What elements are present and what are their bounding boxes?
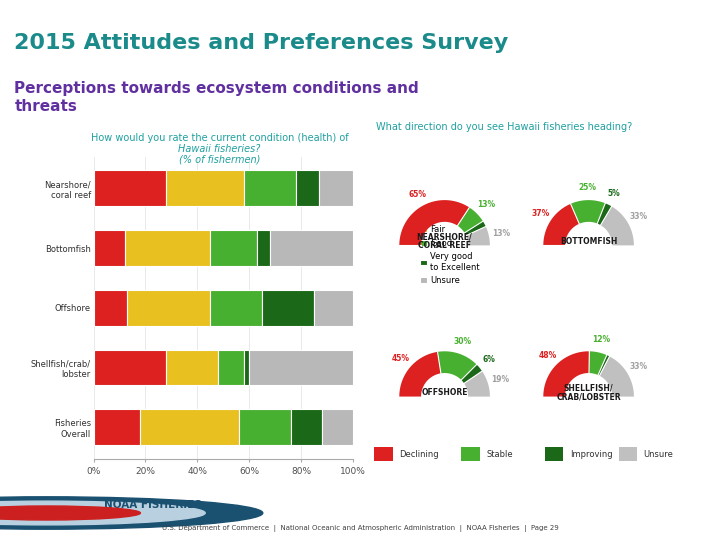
Text: Declining: Declining [400,450,439,458]
Bar [94,230,125,266]
Bar [94,409,140,445]
Text: 12%: 12% [592,335,610,345]
Bar [94,290,127,326]
Bar [618,447,637,461]
Circle shape [0,506,140,520]
Bar [244,170,296,206]
Text: Stable: Stable [486,450,513,458]
Bar [374,447,392,461]
Bar [218,349,244,386]
Bar [210,230,257,266]
Text: 45%: 45% [392,354,410,363]
Bar [270,230,353,266]
Polygon shape [464,371,490,396]
Bar [94,349,166,386]
Text: 2015 Attitudes and Preferences Survey: 2015 Attitudes and Preferences Survey [14,33,508,53]
Text: 30%: 30% [454,337,472,346]
Text: How would you rate the current condition (health) of: How would you rate the current condition… [91,133,348,143]
Text: 37%: 37% [531,209,549,218]
Text: Hawaii fisheries?: Hawaii fisheries? [179,144,261,154]
Polygon shape [600,206,634,245]
Bar [291,409,322,445]
Polygon shape [400,200,469,245]
Text: Perceptions towards ecosystem conditions and
threats: Perceptions towards ecosystem conditions… [14,80,419,114]
Text: CRAB/LOBSTER: CRAB/LOBSTER [557,392,621,401]
Bar [94,170,166,206]
Text: NOAA FISHERIES: NOAA FISHERIES [104,500,202,510]
Text: 25%: 25% [579,183,597,192]
Circle shape [0,501,205,525]
Polygon shape [598,203,612,225]
Polygon shape [462,364,482,383]
Text: What direction do you see Hawaii fisheries heading?: What direction do you see Hawaii fisheri… [376,122,632,132]
Bar [140,409,239,445]
Bar [125,230,210,266]
Polygon shape [589,352,607,375]
Polygon shape [438,352,477,380]
Polygon shape [464,221,486,235]
Bar [314,290,353,326]
Bar [239,409,291,445]
Legend: Poor, Fair, Good, Very good
to Excellent, Unsure: Poor, Fair, Good, Very good to Excellent… [416,208,483,288]
Text: CORAL REEF: CORAL REEF [418,241,471,250]
Text: 5%: 5% [608,189,621,198]
Text: 19%: 19% [491,375,509,384]
Text: 13%: 13% [492,228,510,238]
Text: BOTTOMFISH: BOTTOMFISH [560,237,617,246]
Text: Unsure: Unsure [644,450,673,458]
Text: NEARSHORE/: NEARSHORE/ [417,233,472,242]
Text: 13%: 13% [477,200,495,209]
Circle shape [0,497,263,529]
Text: Improving: Improving [570,450,613,458]
Bar [296,170,319,206]
Bar [127,290,210,326]
Polygon shape [400,352,441,396]
Bar [322,409,353,445]
Text: 48%: 48% [539,351,557,360]
Polygon shape [600,356,634,396]
Bar [545,447,563,461]
Bar [462,447,480,461]
Text: SHELLFISH/: SHELLFISH/ [564,384,613,393]
Polygon shape [457,207,483,233]
Text: 65%: 65% [408,190,426,199]
Bar [257,230,270,266]
Text: 6%: 6% [483,355,495,364]
Polygon shape [598,355,610,376]
Polygon shape [466,226,490,245]
Text: U.S. Department of Commerce  |  National Oceanic and Atmospheric Administration : U.S. Department of Commerce | National O… [161,525,559,531]
Bar [262,290,314,326]
Bar [244,349,249,386]
Bar [166,170,244,206]
Bar [166,349,218,386]
Polygon shape [571,200,606,224]
Text: (% of fishermen): (% of fishermen) [179,154,261,165]
Text: 33%: 33% [629,362,647,371]
Bar [249,349,353,386]
Text: 33%: 33% [630,212,648,221]
Polygon shape [544,352,590,396]
Bar [319,170,353,206]
Bar [210,290,262,326]
Text: OFFSHORE: OFFSHORE [421,388,468,397]
Polygon shape [544,204,580,245]
